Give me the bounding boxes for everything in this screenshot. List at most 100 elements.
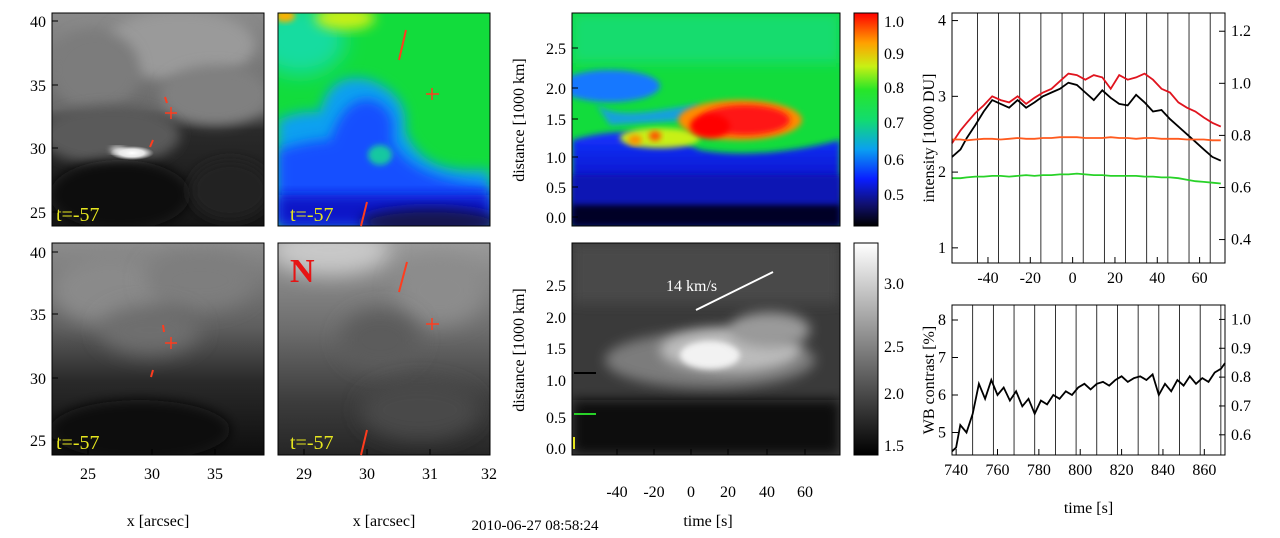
marker-line (162, 324, 165, 333)
ts-xtick: 40 (759, 484, 775, 501)
cbar-tick: 0.5 (884, 187, 904, 204)
y2tick-label: 0.8 (1231, 127, 1251, 144)
ts-xtick: 0 (687, 484, 695, 501)
series-line-orange (952, 136, 1221, 142)
xtick-label: 840 (1151, 462, 1175, 479)
y2tick-label: 1.0 (1231, 311, 1251, 328)
image-panel-bottom-mid (277, 242, 491, 456)
cbar-tick: 1.5 (884, 438, 904, 455)
ts-ylabel-top: distance [1000 km] (511, 58, 528, 182)
cbar-tick: 2.0 (884, 386, 904, 403)
ytick-a1: 30 (30, 141, 46, 158)
ts-ytick: 0.0 (546, 210, 566, 227)
image-panel-top-left (51, 12, 265, 227)
y2tick-label: 0.7 (1231, 398, 1251, 415)
ts-ytick: 0.0 (546, 441, 566, 458)
speed-line (695, 271, 774, 311)
ytick-b1: 25 (30, 433, 46, 450)
ytick-label: 6 (938, 387, 946, 404)
ts-ytick: 2.0 (546, 81, 566, 98)
time-label-a2: t=-57 (290, 204, 334, 226)
markers (149, 29, 439, 456)
ytick-a1: 40 (30, 14, 46, 31)
ts-xtick: 20 (720, 484, 736, 501)
marker-line (360, 201, 368, 227)
series-line-green (952, 172, 1221, 185)
y2tick-label: 1.0 (1231, 75, 1251, 92)
timeslice-tick-marks (572, 47, 806, 455)
y2tick-label: 0.4 (1231, 232, 1251, 249)
ts-ylabel-bottom: distance [1000 km] (511, 288, 528, 412)
plot-frame (951, 12, 1226, 264)
line-chart-1: 1 2 3 4 0.4 0.6 0.8 1.0 1.2 -40 -20 0 20 40 60 intensit… (921, 12, 1251, 287)
ts-ytick: 1.5 (546, 341, 566, 358)
xtick-label: -40 (977, 270, 998, 287)
series-line-black (951, 362, 1226, 452)
ts-xtick: 60 (797, 484, 813, 501)
marker-line (398, 29, 407, 61)
xtick-b1: 35 (207, 466, 223, 483)
time-label-b2: t=-57 (290, 432, 334, 454)
ytick-label: 4 (938, 13, 946, 30)
xlabel: time [s] (1064, 500, 1113, 517)
y2tick-label: 0.8 (1231, 369, 1251, 386)
ts-xtick: -20 (643, 484, 664, 501)
xtick-b1: 25 (80, 466, 96, 483)
ts-xtick: -40 (606, 484, 627, 501)
ytick-a1: 25 (30, 205, 46, 222)
ts-ytick: 1.5 (546, 112, 566, 129)
time-label-b1: t=-57 (56, 432, 100, 454)
timeslice-bottom: 14 km/s (571, 242, 841, 456)
marker-line (150, 369, 154, 378)
north-label: N (290, 253, 315, 290)
ytick-label: 3 (938, 88, 946, 105)
image-tick-marks (52, 20, 431, 455)
ytick-label: 1 (938, 240, 946, 257)
ts-ytick: 0.5 (546, 180, 566, 197)
timestamp: 2010-06-27 08:58:24 (471, 518, 599, 534)
cbar-tick: 0.9 (884, 46, 904, 63)
ytick-label: 5 (938, 425, 946, 442)
xtick-b2: 30 (359, 466, 375, 483)
xtick-label: 820 (1110, 462, 1134, 479)
line-chart-2: 5 6 7 8 0.6 0.7 0.8 0.9 1.0 740 760 780 800 820 840 860… (921, 304, 1251, 517)
ts-ytick: 2.0 (546, 310, 566, 327)
series-line-black (951, 81, 1222, 162)
ts-xlabel: time [s] (683, 513, 732, 530)
xlabel-b1: x [arcsec] (127, 513, 190, 530)
xtick-label: 860 (1192, 462, 1216, 479)
y2tick-label: 0.6 (1231, 427, 1251, 444)
xtick-label: 780 (1027, 462, 1051, 479)
ts-ytick: 1.0 (546, 373, 566, 390)
xtick-label: 0 (1069, 270, 1077, 287)
xtick-b2: 31 (422, 466, 438, 483)
xtick-label: 40 (1149, 270, 1165, 287)
ytick-b1: 30 (30, 371, 46, 388)
y2tick-label: 0.6 (1231, 179, 1251, 196)
cbar-tick: 0.8 (884, 80, 904, 97)
xtick-label: -20 (1020, 270, 1041, 287)
image-panel-bottom-left (51, 242, 265, 456)
series-line-red (951, 72, 1222, 144)
ytick-label: 7 (938, 350, 946, 367)
marker-line (398, 261, 408, 293)
ts-ytick: 1.0 (546, 150, 566, 167)
ytick-a1: 35 (30, 78, 46, 95)
line-plots: 1 2 3 4 0.4 0.6 0.8 1.0 1.2 -40 -20 0 20 40 60 intensit… (921, 12, 1251, 517)
time-label-a1: t=-57 (56, 204, 100, 226)
ts-ytick: 2.5 (546, 41, 566, 58)
y2tick-label: 1.2 (1231, 23, 1251, 40)
xtick-b1: 30 (144, 466, 160, 483)
ts-ytick: 2.5 (546, 278, 566, 295)
ytick-label: 8 (938, 312, 946, 329)
xtick-label: 20 (1107, 270, 1123, 287)
image-labels: t=-57 t=-57 t=-57 t=-57 N (56, 204, 334, 454)
timeslice-top (571, 12, 841, 227)
map-panel-top (277, 12, 491, 227)
ylabel: WB contrast [%] (921, 326, 938, 434)
ytick-label: 2 (938, 164, 946, 181)
xtick-label: 760 (986, 462, 1010, 479)
ts-ytick: 0.5 (546, 410, 566, 427)
plot-frame (951, 304, 1226, 456)
